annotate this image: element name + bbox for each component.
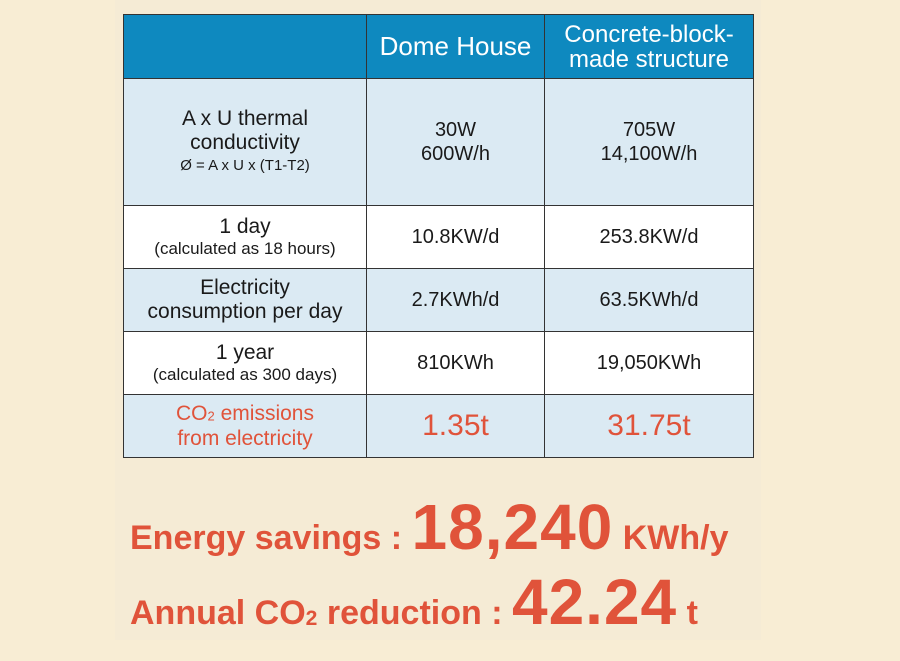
- cell-concrete-one-year: 19,050KWh: [544, 331, 754, 395]
- cell-dome-one-year: 810KWh: [366, 331, 545, 395]
- table-row-one-day: 1 day (calculated as 18 hours) 10.8KW/d …: [123, 205, 754, 269]
- cell-concrete-electricity: 63.5KWh/d: [544, 268, 754, 332]
- energy-savings-label: Energy savings :: [130, 519, 412, 557]
- energy-savings-summary: Energy savings : 18,240 KWh/y: [130, 490, 760, 564]
- header-empty-cell: [123, 14, 367, 79]
- co2-label-line1: CO2 emissions: [124, 402, 366, 428]
- row-label-one-year: 1 year (calculated as 300 days): [123, 331, 367, 395]
- header-concrete-line1: Concrete-block-: [564, 20, 734, 48]
- concrete-electricity-value: 63.5KWh/d: [599, 289, 699, 311]
- one-year-label: 1 year: [215, 341, 275, 364]
- table-row-one-year: 1 year (calculated as 300 days) 810KWh 1…: [123, 331, 754, 395]
- cell-concrete-co2: 31.75t: [544, 394, 754, 458]
- concrete-one-day-value: 253.8KW/d: [599, 226, 699, 248]
- co2-reduction-prefix: Annual CO: [130, 594, 306, 632]
- cell-concrete-thermal: 705W 14,100W/h: [544, 78, 754, 206]
- dome-thermal-line2: 600W/h: [421, 143, 490, 165]
- co2-reduction-summary: Annual CO2 reduction : 42.24 t: [130, 565, 760, 639]
- dome-electricity-value: 2.7KWh/d: [411, 289, 500, 311]
- co2-label-suffix: emissions: [214, 401, 314, 425]
- concrete-one-year-value: 19,050KWh: [596, 352, 702, 374]
- cell-dome-electricity: 2.7KWh/d: [366, 268, 545, 332]
- table-row-electricity: Electricity consumption per day 2.7KWh/d…: [123, 268, 754, 332]
- thermal-label-line1: A x U thermal: [181, 107, 309, 130]
- energy-savings-value: 18,240: [411, 491, 614, 563]
- co2-label-line2: from electricity: [177, 427, 313, 451]
- dome-one-year-value: 810KWh: [417, 352, 494, 374]
- co2-label-subscript: 2: [207, 408, 215, 424]
- row-label-electricity: Electricity consumption per day: [123, 268, 367, 332]
- cell-concrete-one-day: 253.8KW/d: [544, 205, 754, 269]
- table-row-co2: CO2 emissions from electricity 1.35t 31.…: [123, 394, 754, 458]
- table-row-thermal: A x U thermal conductivity Ø = A x U x (…: [123, 78, 754, 206]
- one-day-label: 1 day: [219, 215, 271, 238]
- one-year-sublabel: (calculated as 300 days): [152, 365, 338, 384]
- energy-savings-unit: KWh/y: [613, 519, 729, 557]
- row-label-thermal: A x U thermal conductivity Ø = A x U x (…: [123, 78, 367, 206]
- header-dome-house: Dome House: [366, 14, 545, 79]
- dome-one-day-value: 10.8KW/d: [411, 226, 500, 248]
- co2-reduction-suffix: reduction :: [317, 594, 512, 632]
- thermal-formula: Ø = A x U x (T1-T2): [180, 157, 310, 174]
- cell-dome-co2: 1.35t: [366, 394, 545, 458]
- cell-dome-one-day: 10.8KW/d: [366, 205, 545, 269]
- co2-reduction-value: 42.24: [511, 566, 678, 638]
- thermal-label-line2: conductivity: [190, 131, 300, 154]
- concrete-thermal-line1: 705W: [622, 119, 676, 141]
- electricity-label-line1: Electricity: [200, 276, 290, 299]
- header-concrete-structure: Concrete-block- made structure: [544, 14, 754, 79]
- concrete-thermal-line2: 14,100W/h: [600, 143, 698, 165]
- row-label-one-day: 1 day (calculated as 18 hours): [123, 205, 367, 269]
- row-label-co2: CO2 emissions from electricity: [123, 394, 367, 458]
- cell-dome-thermal: 30W 600W/h: [366, 78, 545, 206]
- electricity-label-line2: consumption per day: [147, 300, 343, 323]
- dome-thermal-line1: 30W: [434, 119, 477, 141]
- one-day-sublabel: (calculated as 18 hours): [154, 239, 336, 258]
- co2-label-prefix: CO: [176, 401, 208, 425]
- table-header-row: Dome House Concrete-block- made structur…: [123, 14, 754, 79]
- header-concrete-line2: made structure: [568, 45, 730, 73]
- co2-reduction-subscript: 2: [305, 607, 318, 631]
- comparison-table: Dome House Concrete-block- made structur…: [123, 14, 754, 458]
- co2-reduction-label: Annual CO2 reduction :: [130, 594, 512, 632]
- co2-reduction-unit: t: [677, 594, 698, 632]
